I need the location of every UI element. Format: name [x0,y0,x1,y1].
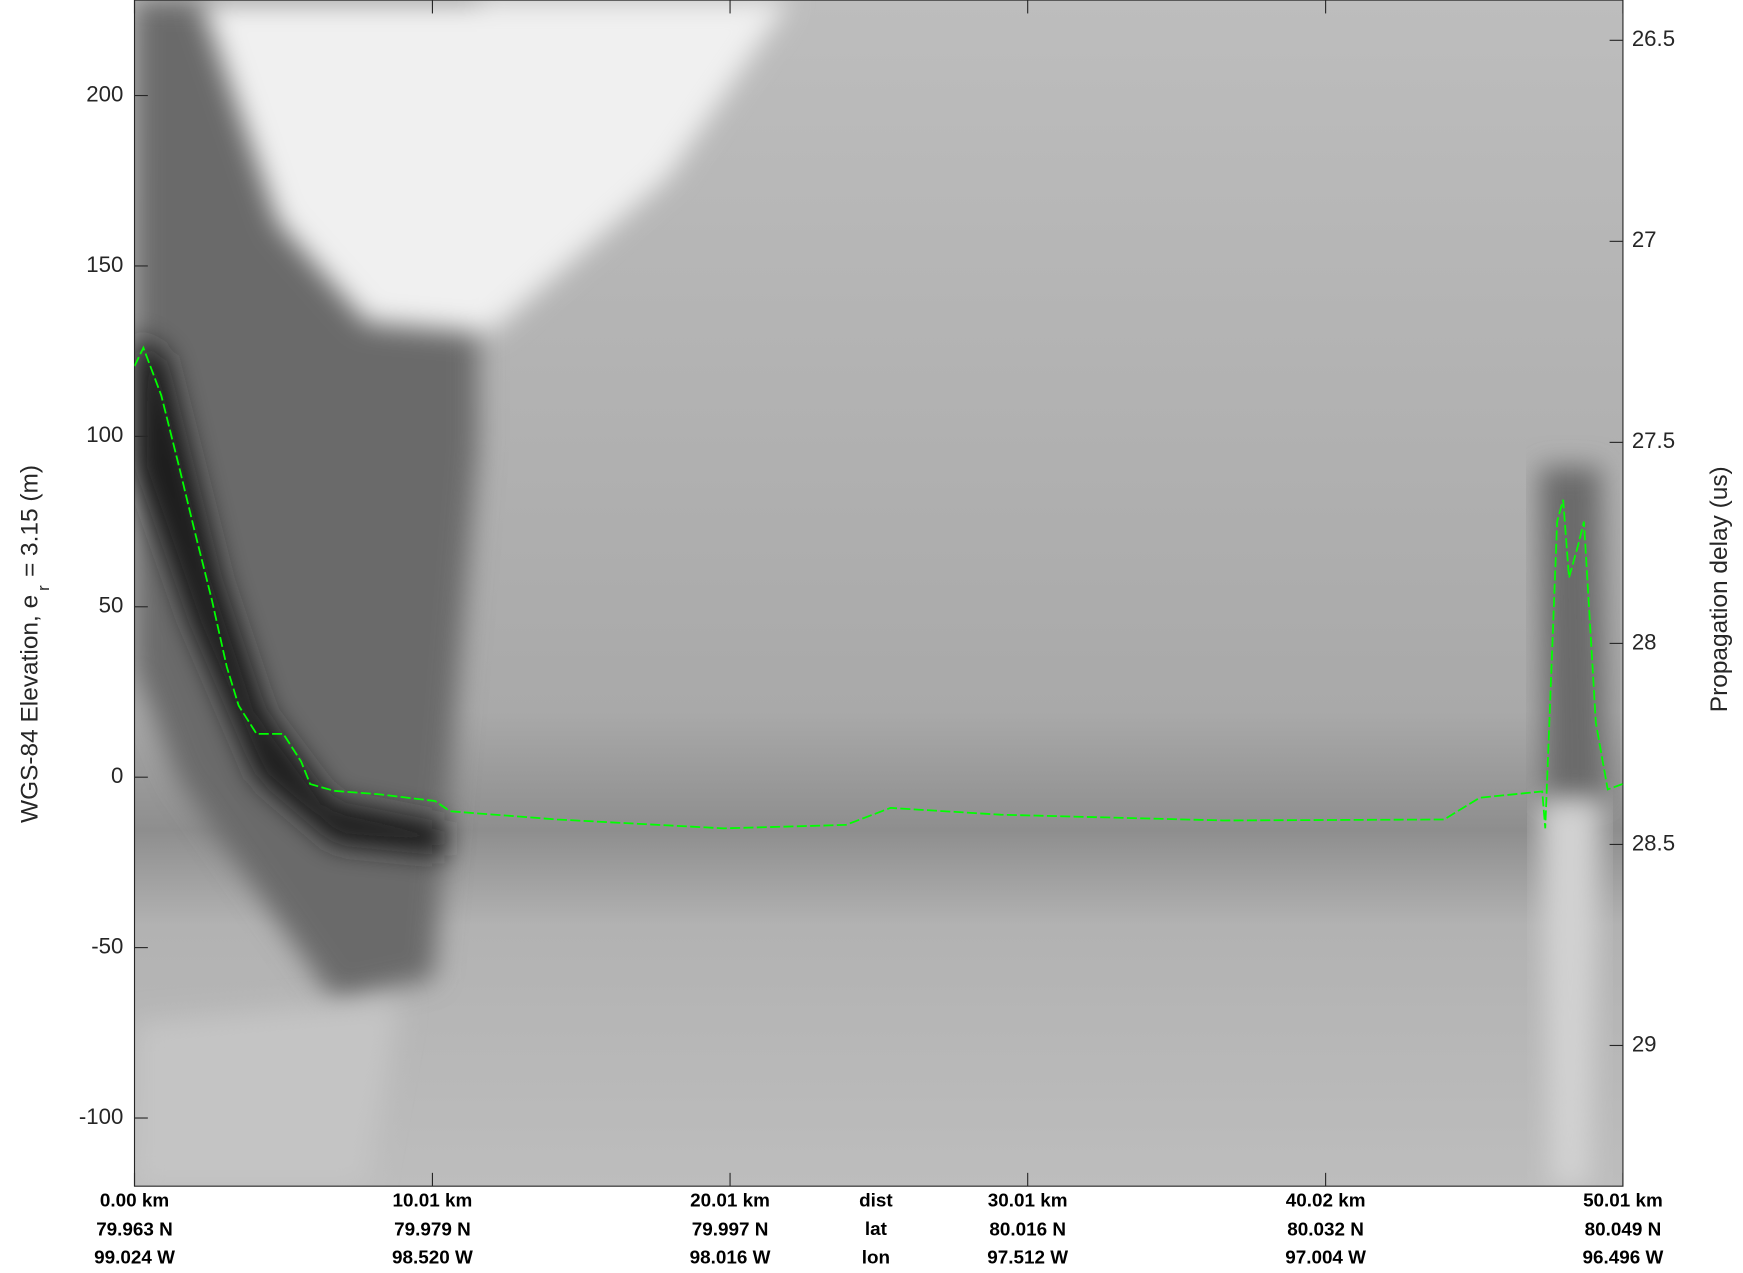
lon-label: 99.024 W [94,1247,175,1268]
lat-label: 80.032 N [1287,1220,1364,1241]
y-label-subscript: r [34,585,53,591]
y2-tick-label: 27.5 [1632,428,1675,453]
y-tick-label: 0 [111,763,123,788]
y2-label: Propagation delay (us) [1706,466,1733,712]
y-label-tail: = 3.15 (m) [17,465,44,577]
y2-tick-label: 29 [1632,1031,1657,1056]
plot-frame [133,0,1624,1187]
bed-pick-line [134,345,1623,830]
x-tick-label: 0.00 km [100,1191,169,1212]
lon-label: 96.496 W [1583,1247,1664,1268]
x-tick-label: 30.01 km [988,1191,1068,1212]
lon-label: 98.520 W [392,1247,473,1268]
row-label: lon [862,1247,890,1268]
lat-label: 79.979 N [394,1220,471,1241]
y-tick-label: 50 [99,593,124,618]
lat-label: 80.049 N [1585,1220,1662,1241]
x-tick-label: 40.02 km [1286,1191,1366,1212]
y-tick-label: 150 [86,252,123,277]
lon-label: 98.016 W [690,1247,771,1268]
y-tick-label: -50 [91,933,123,958]
y2-tick-label: 27 [1632,227,1657,252]
lat-label: 79.963 N [96,1220,173,1241]
lat-label: 79.997 N [692,1220,769,1241]
y2-tick-label: 28 [1632,629,1657,654]
x-tick-label: 20.01 km [690,1191,770,1212]
lat-label: 80.016 N [989,1220,1066,1241]
lon-label: 97.004 W [1285,1247,1366,1268]
lon-label: 97.512 W [987,1247,1068,1268]
echogram [134,0,1623,1187]
row-label: dist [859,1191,893,1212]
y-tick-label: -100 [79,1104,123,1129]
x-tick-label: 50.01 km [1583,1191,1663,1212]
y-tick-label: 100 [86,422,123,447]
y-tick-label: 200 [86,81,123,106]
y-label: WGS-84 Elevation, e [17,595,44,823]
row-label: lat [865,1219,888,1240]
y2-tick-label: 28.5 [1632,830,1675,855]
y2-tick-label: 26.5 [1632,26,1675,51]
x-tick-label: 10.01 km [393,1191,473,1212]
